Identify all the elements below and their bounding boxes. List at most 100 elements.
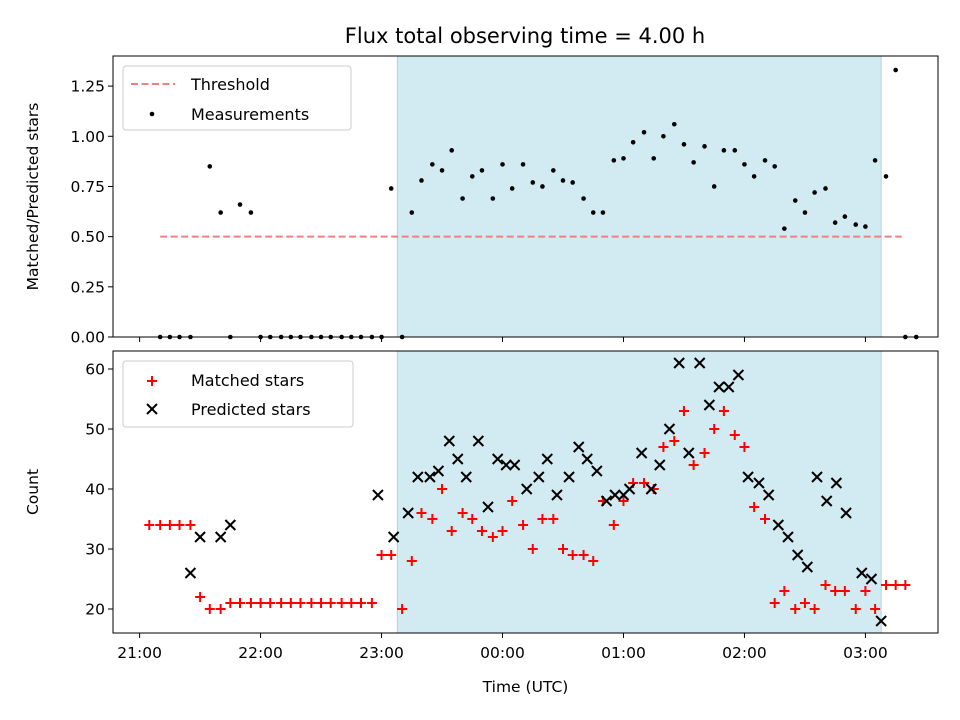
measurement-point xyxy=(500,162,505,167)
matched-star-point xyxy=(548,514,559,524)
predicted-star-point xyxy=(214,531,227,543)
measurement-point xyxy=(570,180,575,185)
predicted-star-point xyxy=(762,489,775,501)
matched-star-point xyxy=(316,598,327,608)
predicted-star-point xyxy=(723,381,735,393)
matched-star-point xyxy=(578,550,589,560)
matched-star-point xyxy=(386,550,397,560)
matched-star-point xyxy=(446,526,457,536)
predicted-star-point xyxy=(673,357,685,369)
matched-star-point xyxy=(688,460,699,470)
predicted-star-point xyxy=(591,465,603,477)
matched-star-point xyxy=(558,544,568,554)
matched-star-point xyxy=(518,520,529,530)
matched-star-point xyxy=(215,604,226,614)
matched-star-point xyxy=(860,586,871,596)
chart-title: Flux total observing time = 4.00 h xyxy=(345,24,705,48)
matched-star-point xyxy=(487,532,498,542)
matched-star-point xyxy=(739,442,750,452)
measurement-point xyxy=(792,198,798,203)
matched-star-point xyxy=(144,520,155,530)
top-axes-frame xyxy=(112,55,939,338)
measurement-point xyxy=(530,180,536,185)
predicted-star-point xyxy=(856,567,868,579)
matched-star-point xyxy=(809,604,820,614)
matched-star-point xyxy=(376,550,387,560)
predicted-star-point xyxy=(645,483,658,495)
predicted-stars-points xyxy=(184,357,887,627)
matched-star-point xyxy=(306,598,317,608)
matched-star-point xyxy=(276,598,287,608)
matched-star-point xyxy=(618,496,629,506)
bottom-legend-box xyxy=(122,360,354,428)
measurement-point xyxy=(218,210,223,215)
measurement-point xyxy=(651,156,657,161)
predicted-star-point xyxy=(713,381,725,393)
measurement-point xyxy=(551,168,556,173)
legend-predicted-swatch xyxy=(146,403,158,415)
predicted-star-point xyxy=(600,495,613,507)
measurement-point xyxy=(248,210,254,215)
measurement-point xyxy=(479,168,485,173)
predicted-star-point xyxy=(732,369,745,381)
predicted-star-point xyxy=(500,459,512,471)
measurement-point xyxy=(409,210,415,215)
measurement-point xyxy=(600,210,606,215)
matched-star-point xyxy=(164,520,175,530)
matched-star-point xyxy=(195,592,206,602)
top-legend-box xyxy=(122,65,352,131)
matched-star-point xyxy=(749,502,760,512)
bot-ytick-label: 20 xyxy=(85,601,105,619)
predicted-star-point xyxy=(387,531,400,543)
predicted-star-point xyxy=(563,471,575,483)
predicted-star-point xyxy=(703,399,716,411)
predicted-star-point xyxy=(443,435,455,447)
measurement-point xyxy=(823,186,828,191)
measurement-point xyxy=(893,67,898,73)
matched-star-point xyxy=(295,598,306,608)
matched-star-point xyxy=(427,514,438,524)
bot-ytick-label: 60 xyxy=(85,361,105,379)
matched-star-point xyxy=(255,598,266,608)
measurement-point xyxy=(842,214,848,219)
predicted-star-point xyxy=(452,453,464,465)
predicted-star-point xyxy=(432,465,445,477)
matched-star-point xyxy=(225,598,236,608)
bottom-xtick-label: 03:00 xyxy=(843,644,888,662)
matched-star-point xyxy=(174,520,185,530)
matched-star-point xyxy=(790,604,801,614)
measurement-point xyxy=(732,148,738,153)
top-x-ticks xyxy=(139,337,866,342)
measurement-point xyxy=(762,158,768,163)
matched-star-point xyxy=(830,586,841,596)
predicted-star-point xyxy=(573,441,585,453)
legend-measurements-label: Measurements xyxy=(191,105,309,124)
legend-measurements-swatch xyxy=(149,111,155,117)
matched-star-point xyxy=(457,508,468,518)
top-ytick-label: 1.00 xyxy=(70,128,105,146)
predicted-star-point xyxy=(224,519,237,531)
top-shaded-span xyxy=(396,55,882,338)
predicted-star-point xyxy=(194,531,206,543)
top-ytick-label: 0.00 xyxy=(70,329,105,347)
measurement-point xyxy=(702,144,707,149)
bottom-panel: 20 30 40 50 60 21:00 22:00 23:00 00:00 01:00 02:0… xyxy=(24,350,939,696)
measurement-point xyxy=(460,196,465,201)
measurement-point xyxy=(751,174,757,179)
predicted-star-point xyxy=(541,453,553,465)
predicted-star-point xyxy=(609,489,621,501)
predicted-star-point xyxy=(683,447,695,459)
bottom-y-axis-label: Count xyxy=(24,469,42,515)
matched-star-point xyxy=(769,598,780,608)
matched-star-point xyxy=(467,514,478,524)
predicted-star-point xyxy=(472,435,485,447)
top-panel: 0.00 0.25 0.50 0.75 1.00 1.25 Matched/Predict… xyxy=(24,55,939,347)
predicted-star-point xyxy=(372,489,384,501)
legend-matched-swatch xyxy=(147,376,157,386)
matched-star-point xyxy=(729,430,740,440)
predicted-star-point xyxy=(491,453,504,465)
measurement-point xyxy=(641,129,647,135)
matched-star-point xyxy=(537,514,548,524)
matched-star-point xyxy=(527,544,538,554)
measurement-point xyxy=(449,148,455,153)
